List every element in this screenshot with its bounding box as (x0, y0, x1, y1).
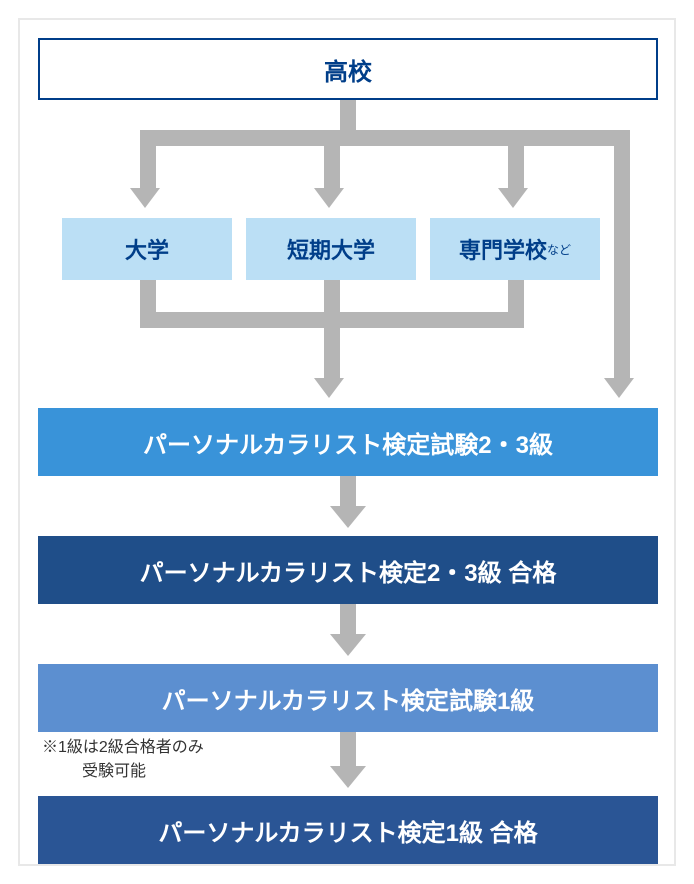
node-label: パーソナルカラリスト検定1級 合格 (158, 813, 537, 848)
node-pass-1: パーソナルカラリスト検定1級 合格 (38, 796, 658, 864)
arrow-head (330, 634, 366, 656)
arrow-segment (614, 130, 630, 378)
node-label: 専門学校 (459, 233, 547, 265)
arrow-segment (340, 100, 356, 130)
arrow-segment (340, 732, 356, 766)
node-label: パーソナルカラリスト検定2・3級 合格 (140, 553, 557, 588)
node-label: 高校 (324, 52, 372, 87)
arrow-segment (324, 130, 340, 188)
node-exam-1: パーソナルカラリスト検定試験1級 (38, 664, 658, 732)
arrow-segment (340, 476, 356, 506)
arrow-segment (140, 312, 524, 328)
arrow-head (330, 506, 366, 528)
node-junior-college: 短期大学 (246, 218, 416, 280)
node-label-suffix: など (547, 241, 571, 258)
node-label: パーソナルカラリスト検定試験2・3級 (143, 425, 553, 460)
node-label: パーソナルカラリスト検定試験1級 (162, 681, 535, 716)
arrow-segment (324, 328, 340, 378)
node-label: 大学 (125, 233, 169, 265)
node-vocational: 専門学校など (430, 218, 600, 280)
footnote: ※1級は2級合格者のみ 受験可能 (42, 736, 204, 784)
arrow-head (498, 188, 528, 208)
node-pass-23: パーソナルカラリスト検定2・3級 合格 (38, 536, 658, 604)
arrow-head (314, 188, 344, 208)
footnote-line: ※1級は2級合格者のみ (42, 736, 204, 760)
node-highschool: 高校 (38, 38, 658, 100)
node-label: 短期大学 (287, 233, 375, 265)
arrow-segment (140, 130, 156, 188)
arrow-segment (140, 130, 630, 146)
arrow-segment (340, 604, 356, 634)
node-exam-23: パーソナルカラリスト検定試験2・3級 (38, 408, 658, 476)
arrow-head (130, 188, 160, 208)
flowchart-container: 高校 大学 短期大学 専門学校など パーソナルカラリスト検定試験2・3級 パーソ… (18, 18, 676, 866)
footnote-line: 受験可能 (42, 760, 204, 784)
node-university: 大学 (62, 218, 232, 280)
arrow-head (330, 766, 366, 788)
arrow-head (604, 378, 634, 398)
arrow-segment (508, 130, 524, 188)
arrow-head (314, 378, 344, 398)
